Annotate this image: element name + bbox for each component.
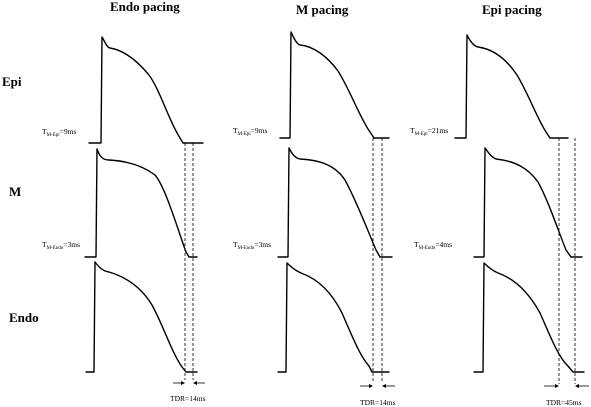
t-label-m-epi: TM-Epi=9ms bbox=[233, 126, 267, 137]
t-label-m-endo: TM-Endo=3ms bbox=[233, 240, 271, 251]
row-label-epi: Epi bbox=[2, 74, 22, 89]
tdr-label: TDR=14ms bbox=[360, 398, 396, 407]
t-label-m-endo: TM-Endo=3ms bbox=[42, 240, 80, 251]
arrow-head-right bbox=[382, 384, 386, 388]
arrow-head-left bbox=[181, 381, 185, 385]
t-label-m-epi: TM-Epi=9ms bbox=[42, 127, 76, 138]
ap-trace-m bbox=[84, 148, 198, 258]
t-label-m-epi: TM-Epi=21ms bbox=[410, 126, 448, 137]
column-title-m-pacing: M pacing bbox=[296, 2, 349, 17]
ap-trace-endo bbox=[473, 262, 585, 373]
ap-trace-m bbox=[473, 147, 583, 258]
ap-trace-epi bbox=[454, 34, 569, 139]
row-label-m: M bbox=[9, 184, 21, 199]
ap-trace-endo bbox=[277, 262, 390, 373]
tdr-label: TDR=45ms bbox=[546, 398, 582, 407]
arrow-head-right bbox=[193, 381, 197, 385]
arrow-head-left bbox=[555, 384, 559, 388]
t-label-m-endo: TM-Endo=4ms bbox=[414, 240, 452, 251]
panel-epi-pacing: TM-Epi=21ms TM-Endo=4ms TDR=45ms bbox=[410, 34, 589, 407]
column-title-endo-pacing: Endo pacing bbox=[110, 0, 180, 14]
row-label-endo: Endo bbox=[9, 310, 39, 325]
panel-endo-pacing: TM-Epi=9ms TM-Endo=3ms TDR=14ms bbox=[42, 36, 206, 403]
tdr-label: TDR=14ms bbox=[170, 394, 206, 403]
column-title-epi-pacing: Epi pacing bbox=[482, 2, 542, 17]
ap-trace-m bbox=[277, 147, 393, 258]
panel-m-pacing: TM-Epi=9ms TM-Endo=3ms TDR=14ms bbox=[233, 31, 396, 407]
ap-trace-epi bbox=[88, 36, 204, 144]
ap-trace-epi bbox=[279, 31, 390, 139]
arrow-head-left bbox=[369, 384, 373, 388]
ap-trace-endo bbox=[85, 261, 198, 373]
arrow-head-right bbox=[575, 384, 579, 388]
